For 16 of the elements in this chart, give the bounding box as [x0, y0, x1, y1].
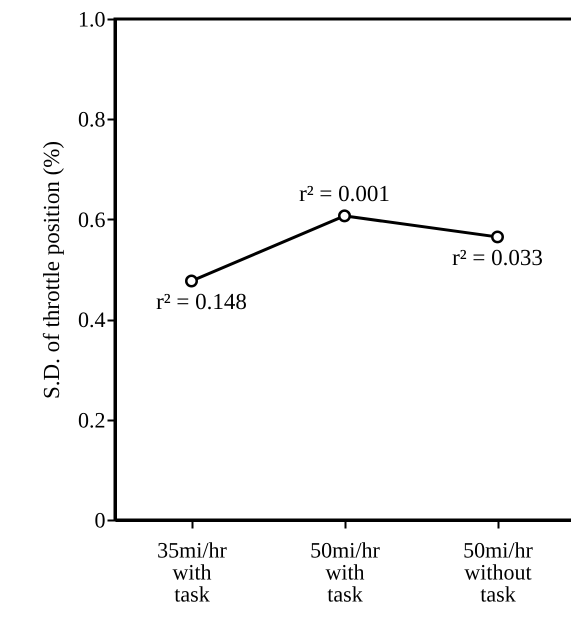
y-tick-label: 1.0	[78, 6, 106, 32]
y-tick-label: 0.2	[78, 407, 106, 432]
x-tick-label: 35mi/hr with task	[157, 538, 228, 606]
annotation: r² = 0.033	[452, 244, 543, 270]
annotation: r² = 0.001	[299, 180, 390, 206]
point	[338, 209, 351, 222]
point	[491, 230, 504, 244]
x-tick-label: 50mi/hr without task	[463, 538, 534, 606]
y-tick-label: 0.8	[78, 106, 106, 132]
y-tick-label: 0.6	[78, 206, 106, 232]
point	[185, 274, 198, 288]
x-tick-label: 50mi/hr with task	[310, 538, 380, 606]
y-tick-label: 0.4	[78, 307, 106, 332]
annotation: r² = 0.148	[156, 289, 247, 314]
y-axis-title: S.D. of throttle position (%)	[39, 140, 64, 400]
y-tick-label: 0	[94, 508, 106, 532]
